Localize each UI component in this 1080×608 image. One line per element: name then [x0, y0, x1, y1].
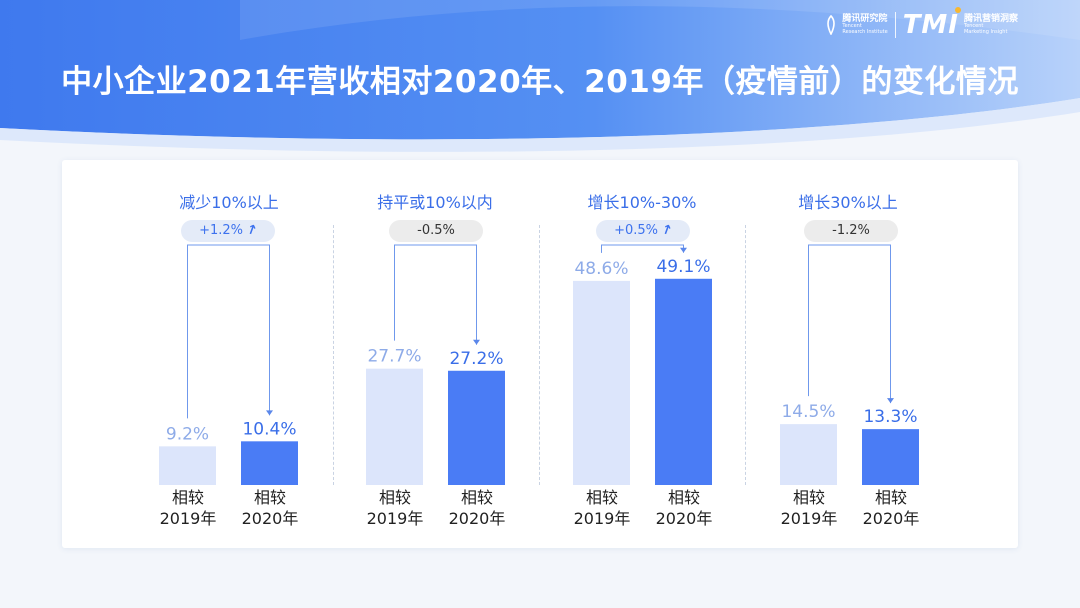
bar-2019: [159, 446, 216, 485]
logo-separator: [894, 12, 896, 38]
bar-2019: [573, 280, 630, 485]
bar-2020: [655, 278, 712, 485]
x-label: 相较 2020年: [862, 488, 920, 528]
value-label: 13.3%: [863, 407, 917, 427]
change-badge-decrease: +1.2%↑: [181, 220, 275, 242]
group-divider: [745, 225, 746, 485]
change-connector: [187, 244, 270, 419]
group-title-decrease: 减少10%以上: [179, 193, 279, 212]
value-label: 10.4%: [242, 419, 296, 439]
page-title: 中小企业2021年营收相对2020年、2019年（疫情前）的变化情况: [61, 64, 1019, 100]
arrow-down-icon: [680, 247, 687, 253]
bar-2019: [366, 368, 423, 485]
logo-brand-en-1: Tencent: [963, 23, 984, 30]
group-title-growth-30: 增长30%以上: [798, 193, 898, 212]
research-institute-logo-icon: [827, 15, 836, 35]
x-label: 相较 2019年: [159, 488, 217, 528]
arrow-down-icon: [473, 339, 480, 345]
trend-up-icon: ↑: [243, 221, 260, 240]
arrow-down-icon: [887, 398, 894, 404]
arrow-down-icon: [266, 410, 273, 416]
change-badge-flat: -0.5%: [389, 220, 483, 242]
x-label: 相较 2019年: [780, 488, 838, 528]
bar-2020: [862, 429, 919, 485]
change-connector: [394, 244, 477, 345]
change-connector: [601, 244, 684, 253]
logo-org-cn: 腾讯研究院: [842, 14, 888, 25]
x-label: 相较 2019年: [366, 488, 424, 528]
group-title-growth-10-30: 增长10%-30%: [587, 193, 697, 212]
change-badge-growth-30: -1.2%: [804, 220, 898, 242]
logo-org-en-2: Research Institute: [842, 28, 888, 35]
value-label: 27.2%: [449, 349, 503, 369]
trend-up-icon: ↑: [658, 221, 675, 240]
group-title-flat: 持平或10%以内: [377, 193, 493, 212]
logo-brand-en-2: Marketing Insight: [963, 28, 1008, 35]
change-badge-growth-10-30: +0.5%↑: [596, 220, 690, 242]
group-divider: [333, 225, 334, 485]
bar-2019: [780, 424, 837, 485]
value-label: 14.5%: [781, 402, 835, 422]
bar-2020: [448, 370, 505, 485]
logo-brand-cn: 腾讯营销洞察: [963, 14, 1018, 25]
x-label: 相较 2020年: [241, 488, 299, 528]
value-label: 9.2%: [166, 424, 209, 444]
x-label: 相较 2020年: [448, 488, 506, 528]
bar-2020: [241, 441, 298, 485]
header-background: [0, 0, 1080, 152]
group-divider: [539, 225, 540, 485]
logo: 腾讯研究院 Tencent Research Institute TMI 腾讯营…: [824, 7, 1018, 40]
x-label: 相较 2019年: [573, 488, 631, 528]
x-label: 相较 2020年: [655, 488, 713, 528]
value-label: 49.1%: [656, 257, 710, 277]
logo-brand: TMI: [903, 7, 961, 40]
logo-org-en-1: Tencent: [842, 23, 862, 30]
value-label: 48.6%: [574, 259, 628, 279]
value-label: 27.7%: [367, 347, 421, 367]
change-connector: [808, 244, 891, 404]
